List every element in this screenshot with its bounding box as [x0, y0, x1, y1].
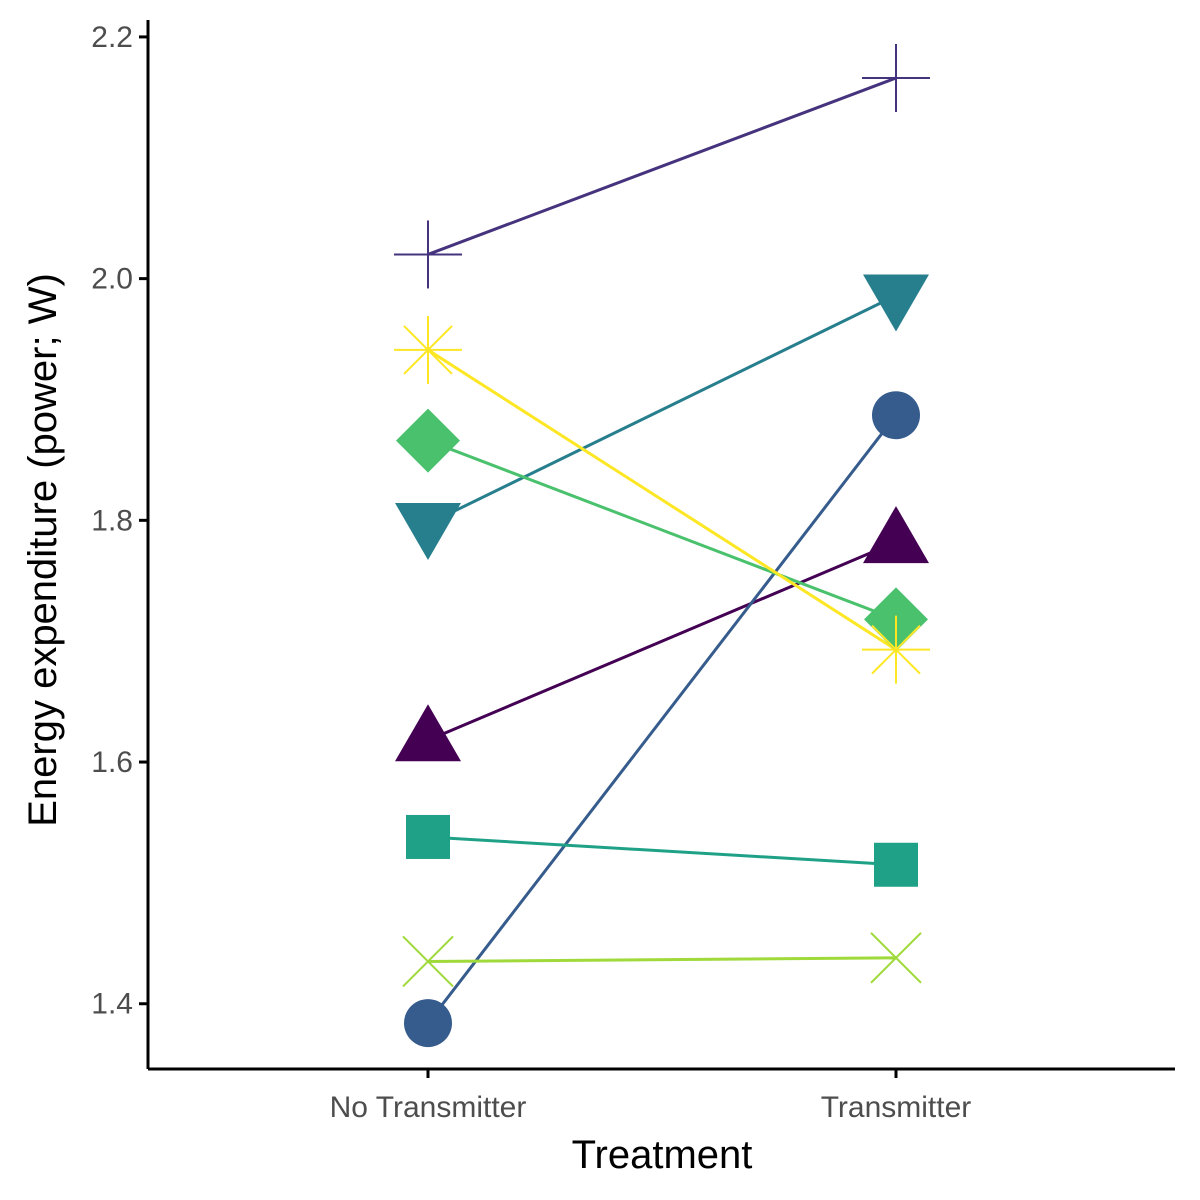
- series-points: [394, 44, 930, 1048]
- series-line: [427, 294, 897, 526]
- plot-area: [394, 44, 930, 1048]
- cross-marker: [870, 932, 922, 984]
- series-line: [427, 439, 897, 621]
- series-line: [426, 414, 898, 1024]
- x-tick-label: Transmitter: [821, 1091, 972, 1124]
- square-marker: [874, 842, 918, 887]
- y-tick-label: 2.0: [91, 263, 133, 296]
- series-line: [427, 540, 897, 742]
- series-line: [427, 835, 897, 867]
- triangle-down-marker: [863, 274, 929, 332]
- plus-marker: [862, 44, 930, 113]
- triangle-down-marker: [395, 502, 461, 560]
- asterisk-marker: [394, 315, 462, 384]
- series-lines: [426, 76, 898, 1024]
- series-line: [427, 956, 897, 963]
- plus-marker: [394, 220, 462, 289]
- cross-marker: [402, 935, 454, 988]
- x-axis-title: Treatment: [572, 1133, 753, 1177]
- series-line: [427, 76, 897, 256]
- asterisk-marker: [862, 615, 930, 684]
- x-ticks: No Transmitter Transmitter: [330, 1069, 972, 1124]
- triangle-up-marker: [863, 506, 929, 564]
- triangle-up-marker: [395, 704, 461, 762]
- series-line: [427, 348, 897, 651]
- y-tick-label: 1.8: [91, 504, 133, 537]
- y-tick-label: 1.4: [91, 988, 133, 1021]
- square-marker: [406, 814, 450, 859]
- y-ticks: 1.4 1.6 1.8 2.0 2.2: [91, 21, 148, 1021]
- y-tick-label: 2.2: [91, 21, 133, 54]
- y-axis-title: Energy expenditure (power; W): [21, 273, 65, 827]
- diamond-marker: [396, 408, 460, 473]
- circle-marker: [872, 391, 920, 440]
- y-tick-label: 1.6: [91, 746, 133, 779]
- x-tick-label: No Transmitter: [330, 1091, 527, 1124]
- circle-marker: [404, 999, 452, 1048]
